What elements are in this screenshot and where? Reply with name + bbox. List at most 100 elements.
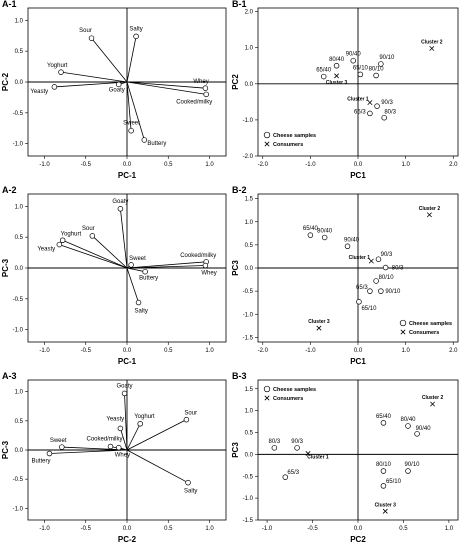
point-label-goaty-a-2: Goaty (112, 199, 128, 205)
x-tick-label-a-2: 0.5 (164, 348, 173, 354)
legend-sample-label-b-1: Cheese samples (273, 133, 316, 139)
y-axis-label-b-1: PC2 (231, 74, 240, 90)
point-label-65-3-b-3: 65/3 (287, 470, 299, 476)
point-label-whey-a-1: Whey (193, 79, 208, 85)
y-tick-label-a-2: -1.0 (13, 328, 24, 334)
point-label-cluster-1-b-1: Cluster 1 (347, 97, 369, 103)
point-label-goaty-a-1: Goaty (109, 87, 125, 93)
panel-b-1: -2.0 -1.0 0.0 1.0 2.0-2.0-1.00.01.02.0B-1PC1… (231, 0, 459, 180)
y-tick-label-b-1: -2.0 (243, 154, 254, 160)
panel-label-a-3: A-3 (2, 371, 17, 381)
loading-point-buttery-a-2 (142, 268, 148, 275)
x-tick-label-b-1: 1.0 (401, 162, 410, 168)
y-tick-label-a-3: 0.0 (15, 448, 24, 454)
point-label-buttery-a-3: Buttery (31, 459, 50, 465)
legend-consumer-label-b-2: Consumers (409, 330, 439, 336)
loading-vector-cooked-milky-a-1 (126, 81, 207, 95)
sample-point-80-10-b-3 (380, 468, 387, 474)
loading-point-salty-a-3 (185, 479, 191, 486)
x-axis-label-b-1: PC1 (350, 171, 366, 180)
y-tick-label-a-2: -0.5 (13, 297, 24, 303)
sample-point-90-3-b-2 (375, 256, 382, 262)
x-tick-label-a-2: -0.5 (81, 348, 92, 354)
point-label-sour-a-1: Sour (79, 28, 92, 34)
loading-point-salty-a-2 (135, 299, 142, 306)
panel-b-3: -1.0 -0.5 0.0 0.5 1.0 -1.5 -1.0 -0.5 0.0 0.5 1.0 1.… (231, 371, 459, 544)
loading-vector-salty-a-2 (126, 267, 139, 303)
sample-point-65-10-b-3 (380, 483, 387, 489)
y-tick-label-a-1: -0.5 (13, 111, 24, 117)
point-label-65-3-b-2: 65/3 (356, 285, 368, 291)
point-label-80-10-b-3: 80/10 (376, 462, 392, 468)
x-tick-label-a-2: -1.0 (39, 348, 50, 354)
x-tick-label-b-3: 0.0 (354, 526, 363, 532)
point-label-90-40-b-1: 90/40 (346, 52, 362, 58)
point-label-90-40-b-2: 90/40 (344, 237, 360, 243)
point-label-sweet-a-2: Sweet (129, 256, 146, 262)
point-label-sweet-a-3: Sweet (50, 438, 67, 444)
loading-vector-salty-a-1 (126, 36, 137, 83)
y-tick-label-b-2: -1.5 (243, 335, 254, 341)
loading-point-yoghurt-a-2 (59, 237, 66, 244)
x-tick-label-a-2: 1.0 (205, 348, 214, 354)
loading-vector-buttery-a-2 (126, 267, 146, 273)
loading-point-yoghurt-a-1 (58, 69, 64, 75)
legend-b-1: Cheese samples Consumers (263, 131, 316, 148)
point-label-salty-a-3: Salty (184, 489, 197, 495)
point-label-yeasty-a-3: Yeasty (106, 416, 124, 422)
point-label-cluster-2-b-1: Cluster 2 (421, 39, 443, 45)
loading-vector-salty-a-3 (126, 449, 189, 484)
x-tick-label-a-1: 0.5 (164, 162, 173, 168)
loading-point-yeasty-a-3 (117, 425, 124, 432)
loading-point-whey-a-2 (202, 262, 209, 269)
panel-label-a-1: A-1 (2, 0, 17, 9)
panel-label-b-3: B-3 (232, 371, 247, 381)
y-tick-label-a-3: 0.5 (15, 419, 24, 425)
y-tick-label-b-3: 1.5 (245, 387, 254, 393)
loading-vector-sour-a-1 (91, 37, 128, 83)
loading-point-whey-a-1 (202, 85, 209, 91)
loading-point-goaty-a-3 (121, 390, 128, 397)
panel-label-b-1: B-1 (232, 0, 247, 9)
point-label-yoghurt-a-1: Yoghurt (47, 63, 68, 69)
x-tick-label-b-1: -2.0 (258, 162, 269, 168)
sample-point-65-40-b-3 (380, 420, 387, 426)
y-tick-label-b-2: 0.5 (245, 243, 254, 249)
y-tick-label-a-3: -0.5 (13, 477, 24, 483)
point-label-cooked-milky-a-3: Cooked/milky (87, 437, 123, 443)
x-tick-label-a-3: 0.0 (123, 526, 132, 532)
sample-point-65-3-b-3 (282, 474, 289, 480)
legend-sample-label-b-2: Cheese samples (409, 321, 452, 327)
loading-vector-yoghurt-a-1 (60, 71, 128, 83)
x-tick-label-a-3: 1.0 (205, 526, 214, 532)
y-tick-label-b-3: 1.0 (245, 409, 254, 415)
y-axis-label-b-2: PC3 (231, 260, 240, 276)
legend-sample-symbol-b-1 (263, 131, 271, 139)
loading-point-goaty-a-2 (117, 206, 124, 212)
legend-consumer-label-b-3: Consumers (273, 396, 303, 402)
consumer-point-cluster-2-b-2 (426, 212, 432, 218)
loading-point-yeasty-a-1 (51, 84, 58, 90)
y-tick-label-a-2: 1.0 (15, 204, 24, 210)
loading-point-buttery-a-3 (46, 450, 53, 457)
sample-point-80-3-b-2 (382, 264, 389, 271)
loading-point-sweet-a-3 (59, 444, 65, 450)
sample-point-80-3-b-1 (381, 114, 387, 121)
loading-vector-yoghurt-a-2 (62, 239, 128, 269)
loading-vector-yoghurt-a-3 (126, 423, 141, 451)
point-label-yeasty-a-2: Yeasty (37, 247, 55, 253)
legend-consumer-symbol-b-1 (264, 141, 270, 147)
y-axis-label-b-3: PC3 (231, 442, 240, 458)
legend-sample-label-b-3: Cheese samples (273, 387, 316, 393)
point-label-90-10-b-1: 90/10 (379, 55, 395, 61)
point-label-65-3-b-1: 65/3 (354, 109, 366, 115)
point-label-buttery-a-2: Buttery (139, 276, 158, 282)
point-label-90-10-b-3: 90/10 (404, 462, 420, 468)
sample-point-90-40-b-2 (344, 243, 351, 250)
panel-label-a-2: A-2 (2, 185, 17, 195)
y-tick-label-b-2: -1.0 (243, 312, 254, 318)
sample-point-90-3-b-3 (294, 445, 300, 451)
y-tick-label-b-2: 1.0 (245, 220, 254, 226)
